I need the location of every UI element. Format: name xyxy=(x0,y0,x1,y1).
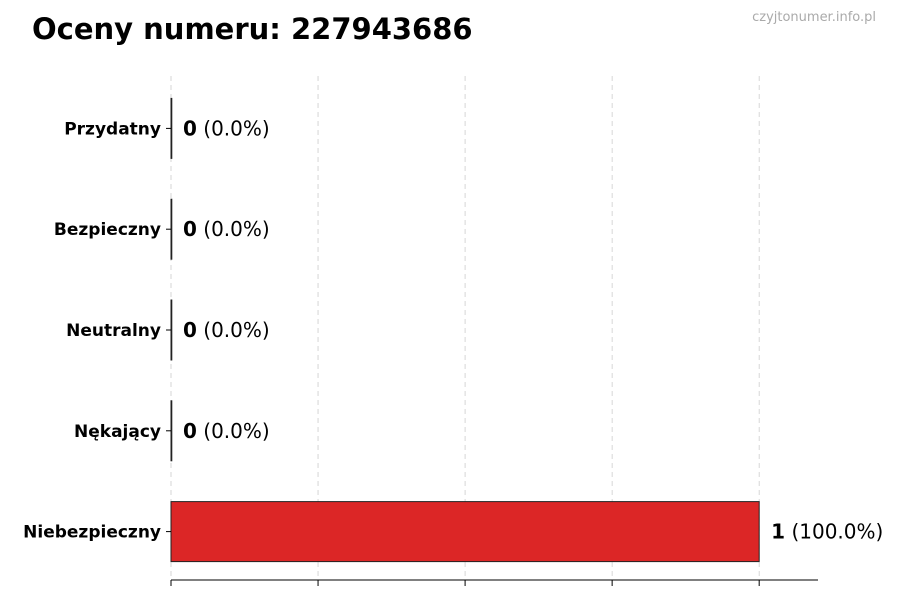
category-label: Nękający xyxy=(74,422,161,442)
percent-value: (0.0%) xyxy=(197,217,270,241)
count-value: 0 xyxy=(183,116,197,140)
watermark: czyjtonumer.info.pl xyxy=(752,10,876,25)
count-value: 0 xyxy=(183,318,197,342)
data-label: 0 (0.0%) xyxy=(183,116,270,140)
count-value: 1 xyxy=(771,520,785,544)
bar xyxy=(170,97,173,159)
count-value: 0 xyxy=(183,419,197,443)
category-label: Przydatny xyxy=(64,119,161,139)
count-value: 0 xyxy=(183,217,197,241)
bar xyxy=(170,299,173,361)
percent-value: (0.0%) xyxy=(197,419,270,443)
data-label: 0 (0.0%) xyxy=(183,217,270,241)
data-label: 0 (0.0%) xyxy=(183,419,270,443)
category-label: Niebezpieczny xyxy=(23,523,161,543)
data-label: 1 (100.0%) xyxy=(771,520,883,544)
category-label: Bezpieczny xyxy=(54,220,161,240)
data-label: 0 (0.0%) xyxy=(183,318,270,342)
bar xyxy=(170,198,173,260)
category-label: Neutralny xyxy=(66,321,161,341)
percent-value: (100.0%) xyxy=(785,520,883,544)
percent-value: (0.0%) xyxy=(197,318,270,342)
chart-title: Oceny numeru: 227943686 xyxy=(32,12,473,46)
bar xyxy=(170,501,760,563)
percent-value: (0.0%) xyxy=(197,116,270,140)
bar xyxy=(170,400,173,462)
